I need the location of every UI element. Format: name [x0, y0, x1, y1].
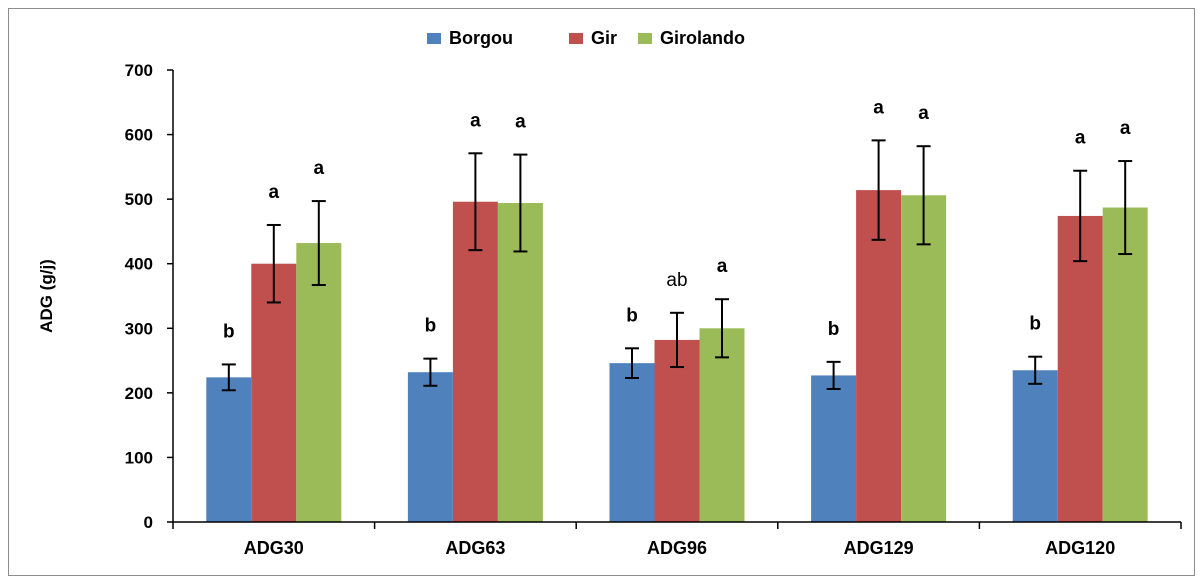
- significance-label: a: [314, 158, 325, 179]
- significance-label: b: [223, 321, 235, 342]
- y-tick-label: 500: [125, 190, 153, 209]
- bar-gir-adg129: [856, 190, 902, 523]
- x-axis: ADG30 ADG63 ADG96 ADG129 ADG120: [172, 521, 1182, 558]
- significance-label: a: [1120, 118, 1131, 139]
- legend: Borgou Gir Girolando: [427, 28, 745, 48]
- significance-label: a: [717, 256, 728, 277]
- legend-label-gir: Gir: [591, 28, 617, 48]
- chart-frame: [8, 8, 1195, 576]
- bar-borgou-adg96: [609, 363, 655, 522]
- bar-girolando-adg30: [296, 243, 342, 522]
- bar-gir-adg96: [654, 339, 700, 522]
- legend-label-borgou: Borgou: [449, 28, 513, 48]
- legend-label-girolando: Girolando: [660, 28, 745, 48]
- significance-label: ab: [666, 270, 687, 291]
- y-tick-label: 200: [125, 384, 153, 403]
- significance-label: a: [515, 112, 526, 133]
- error-bars: [221, 139, 1133, 392]
- bar-girolando-adg129: [901, 195, 947, 523]
- bar-borgou-adg63: [407, 372, 453, 522]
- significance-label: b: [1029, 314, 1041, 335]
- y-tick-label: 400: [125, 255, 153, 274]
- y-tick-label: 300: [125, 319, 153, 338]
- bar-girolando-adg120: [1102, 207, 1148, 522]
- bars: [206, 190, 1148, 523]
- significance-label: a: [1075, 128, 1086, 149]
- y-tick-label: 0: [144, 513, 153, 532]
- legend-swatch-gir: [569, 33, 583, 44]
- significance-label: a: [918, 103, 929, 124]
- x-tick-label: ADG129: [844, 538, 914, 558]
- bar-borgou-adg30: [206, 377, 252, 522]
- bar-gir-adg30: [251, 263, 297, 522]
- significance-label: a: [470, 110, 481, 131]
- significance-label: a: [269, 182, 280, 203]
- bar-gir-adg120: [1057, 215, 1103, 522]
- bar-borgou-adg129: [811, 375, 857, 522]
- bar-girolando-adg96: [699, 328, 745, 522]
- y-axis-ticks: 0 100 200 300 400 500 600 700: [125, 61, 173, 532]
- x-tick-label: ADG120: [1045, 538, 1115, 558]
- x-tick-label: ADG30: [244, 538, 304, 558]
- legend-swatch-borgou: [427, 33, 441, 44]
- bar-gir-adg63: [452, 201, 498, 522]
- significance-label: a: [873, 97, 884, 118]
- significance-label: b: [828, 319, 840, 340]
- y-tick-label: 100: [125, 448, 153, 467]
- significance-label: b: [425, 316, 437, 337]
- x-tick-label: ADG63: [445, 538, 505, 558]
- y-axis-label: ADG (g/j): [37, 259, 56, 333]
- legend-swatch-girolando: [638, 33, 652, 44]
- bar-girolando-adg63: [497, 203, 543, 522]
- y-tick-label: 700: [125, 61, 153, 80]
- significance-label: b: [626, 305, 638, 326]
- x-tick-label: ADG96: [647, 538, 707, 558]
- bar-borgou-adg120: [1012, 370, 1058, 522]
- y-tick-label: 600: [125, 126, 153, 145]
